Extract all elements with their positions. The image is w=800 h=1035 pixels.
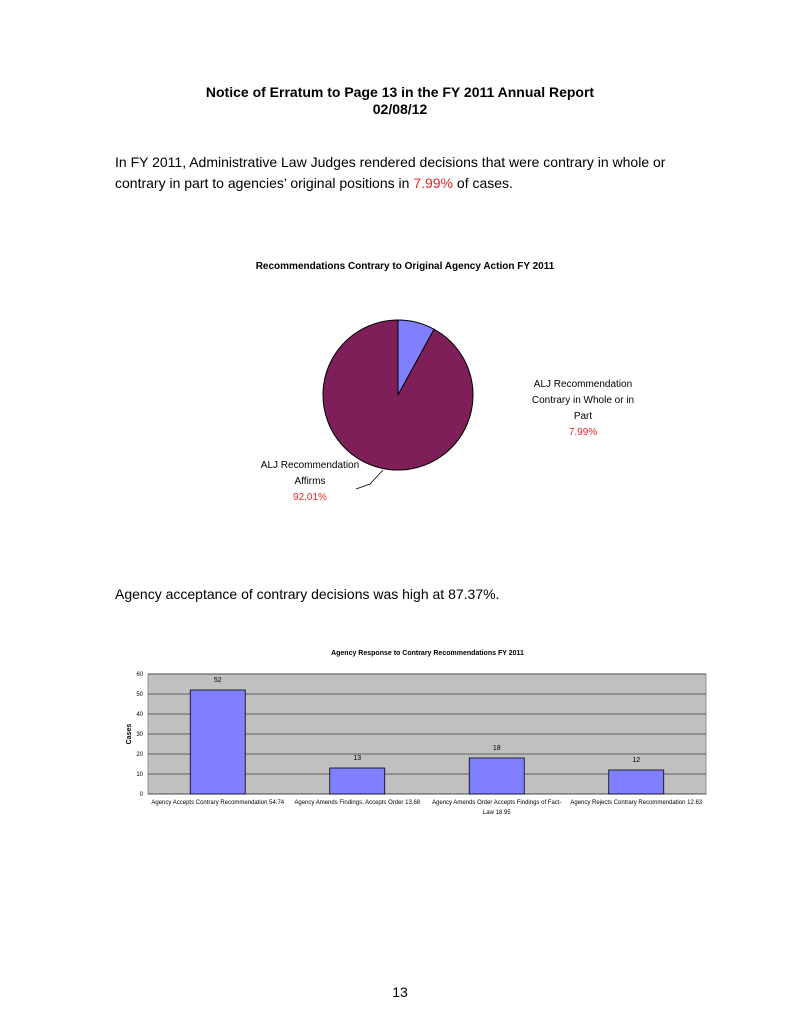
page-number: 13 xyxy=(0,984,800,1000)
category-percentage: 12.63 xyxy=(687,800,703,806)
title-text: Notice of Erratum to Page 13 in the FY 2… xyxy=(205,84,595,100)
pie-label: ALJ Recommendation Affirms 92.01% xyxy=(250,458,370,506)
category-text: Agency Amends Findings, Accepts Order xyxy=(294,800,404,806)
bar-value-label: 12 xyxy=(632,757,640,764)
x-tick-label: Agency Amends Findings, Accepts Order 13… xyxy=(287,798,427,808)
bar xyxy=(468,757,525,795)
leader-line xyxy=(355,469,384,490)
chart-title: Recommendations Contrary to Original Age… xyxy=(0,261,800,272)
bar-value-label: 18 xyxy=(493,745,501,752)
paragraph-text: 7.99% xyxy=(413,175,454,191)
bar-value-label: 13 xyxy=(353,755,361,762)
chart-title: Agency Response to Contrary Recommendati… xyxy=(0,650,800,657)
pie-label-text: ALJ Recommendation Contrary in Whole or … xyxy=(531,379,635,422)
y-tick-label: 10 xyxy=(136,772,143,778)
header-title: Notice of Erratum to Page 13 in the FY 2… xyxy=(0,84,800,100)
y-tick-label: 40 xyxy=(136,712,143,718)
category-percentage: 13.68 xyxy=(405,800,421,806)
category-percentage: 18.95 xyxy=(495,810,511,816)
paragraph: In FY 2011, Administrative Law Judges re… xyxy=(115,152,705,194)
y-tick-label: 0 xyxy=(140,792,144,798)
category-text: Agency Rejects Contrary Recommendation xyxy=(570,800,686,806)
category-percentage: 54.74 xyxy=(269,800,285,806)
bar xyxy=(329,767,386,795)
pie-label: ALJ Recommendation Contrary in Whole or … xyxy=(523,377,643,441)
bar xyxy=(189,689,246,795)
x-tick-label: Agency Rejects Contrary Recommendation 1… xyxy=(566,798,706,808)
paragraph-text: of cases. xyxy=(453,175,513,191)
y-tick-label: 30 xyxy=(136,732,143,738)
bar-value-label: 52 xyxy=(214,677,222,684)
paragraph: Agency acceptance of contrary decisions … xyxy=(115,584,705,605)
bar xyxy=(608,769,665,795)
y-tick-label: 20 xyxy=(136,752,143,758)
paragraph-text: In FY 2011, Administrative Law Judges re… xyxy=(115,154,666,191)
paragraph-text: Agency acceptance of contrary decisions … xyxy=(115,586,500,602)
pie-slice xyxy=(322,319,474,471)
x-tick-label: Agency Amends Order Accepts Findings of … xyxy=(427,798,567,818)
y-axis-label: Cases xyxy=(126,724,133,745)
category-text: Agency Accepts Contrary Recommendation xyxy=(151,800,268,806)
header-date: 02/08/12 xyxy=(0,101,800,117)
y-tick-label: 60 xyxy=(136,672,143,678)
y-tick-label: 50 xyxy=(136,692,143,698)
chart-title-text: Agency Response to Contrary Recommendati… xyxy=(331,650,524,657)
pie-value-label: 7.99% xyxy=(568,427,598,438)
pie-label-text: ALJ Recommendation Affirms xyxy=(260,460,360,487)
category-text: Agency Amends Order Accepts Findings of … xyxy=(432,800,562,816)
pie-value-label: 92.01% xyxy=(293,492,327,503)
page-number-text: 13 xyxy=(392,984,408,1000)
chart-title-text: Recommendations Contrary to Original Age… xyxy=(255,261,555,272)
date-text: 02/08/12 xyxy=(372,101,428,117)
x-tick-label: Agency Accepts Contrary Recommendation 5… xyxy=(148,798,288,808)
